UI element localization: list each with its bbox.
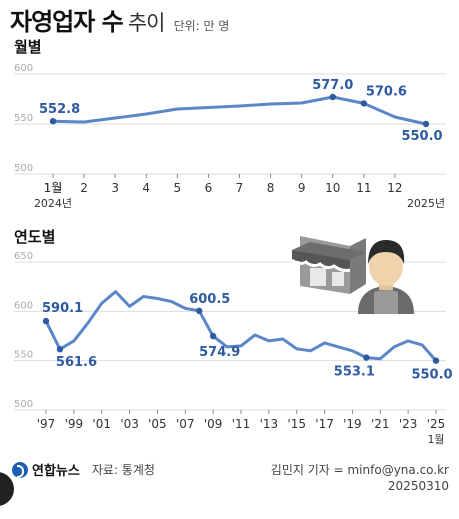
- yonhap-logo-icon: [12, 461, 28, 478]
- x-sub-label: 1월: [427, 433, 444, 446]
- x-tick-label: '21: [371, 417, 390, 431]
- y-tick-label: 600: [14, 300, 33, 311]
- data-point: [56, 346, 64, 353]
- series-line: [44, 290, 438, 363]
- x-tick-label: '09: [204, 417, 223, 431]
- data-point: [363, 354, 370, 361]
- data-label: 600.5: [189, 292, 230, 307]
- data-label: 552.8: [39, 102, 80, 117]
- x-tick-label: '99: [65, 417, 84, 431]
- data-point: [42, 317, 50, 325]
- nav-button[interactable]: [0, 472, 14, 506]
- data-point: [422, 120, 430, 128]
- data-point: [329, 93, 336, 101]
- x-tick-label: '13: [260, 417, 279, 431]
- data-label: 550.0: [411, 368, 452, 383]
- data-point: [209, 332, 217, 340]
- data-point: [196, 307, 203, 315]
- publisher-logo: 연합뉴스 자료: 통계청: [12, 460, 155, 479]
- data-label: 574.9: [199, 345, 240, 360]
- x-tick-label: '19: [343, 417, 362, 431]
- y-tick-label: 600: [14, 63, 33, 74]
- yearly-section-label: 연도별: [14, 228, 56, 246]
- x-tick-label: 11: [356, 181, 371, 195]
- x-tick-label: 7: [236, 181, 244, 195]
- shop-owner-illustration: [291, 236, 414, 314]
- y-tick-label: 550: [14, 113, 33, 124]
- x-tick-label: 8: [267, 181, 275, 195]
- data-label: 570.6: [366, 84, 407, 99]
- shopkeeper-icon: [358, 240, 414, 314]
- y-tick-label: 500: [14, 399, 33, 410]
- x-tick-label: '03: [120, 417, 139, 431]
- chart-title: 자영업자 수 추이 단위: 만 명: [10, 2, 229, 36]
- x-tick-label: 6: [205, 181, 213, 195]
- x-tick-label: '25: [427, 417, 446, 431]
- yearly-line-chart: 650 600 550 500 '97 '99 '01 '03 '05 '07 '09 '11 '13 '…: [14, 251, 453, 446]
- y-tick-label: 500: [14, 163, 33, 174]
- data-point: [49, 118, 57, 125]
- source-text: 자료: 통계청: [91, 463, 155, 477]
- x-tick-label: 5: [174, 181, 182, 195]
- x-tick-label: '05: [148, 417, 167, 431]
- data-label: 577.0: [312, 78, 353, 93]
- x-sub-label: 2024년: [34, 197, 72, 210]
- store-icon: [291, 236, 366, 294]
- series-line: [51, 95, 428, 126]
- x-tick-label: '07: [176, 417, 195, 431]
- data-label: 553.1: [334, 365, 375, 380]
- data-point: [432, 357, 440, 364]
- data-point: [360, 100, 368, 107]
- monthly-section-label: 월별: [14, 38, 42, 56]
- y-tick-label: 550: [14, 350, 33, 361]
- x-sub-label: 2025년: [407, 197, 445, 210]
- data-label: 561.6: [56, 355, 97, 370]
- date-text: 20250310: [387, 479, 449, 493]
- x-tick-label: 4: [142, 181, 150, 195]
- x-tick-label: '17: [315, 417, 334, 431]
- unit-label: 단위: 만 명: [173, 19, 230, 33]
- publisher-name: 연합뉴스: [32, 464, 80, 479]
- x-tick-label: 1월: [44, 181, 63, 195]
- title-sub: 추이: [127, 11, 166, 35]
- x-tick-label: 3: [111, 181, 119, 195]
- data-label: 590.1: [42, 301, 83, 316]
- data-label: 550.0: [401, 129, 442, 144]
- x-tick-label: '11: [232, 417, 251, 431]
- x-tick-label: 1월: [44, 181, 63, 195]
- x-tick-label: '01: [92, 417, 111, 431]
- x-tick-label: '15: [287, 417, 306, 431]
- x-tick-label: 12: [387, 181, 402, 195]
- x-tick-label: '23: [399, 417, 418, 431]
- x-tick-label: '97: [37, 417, 56, 431]
- x-tick-label: 10: [325, 181, 340, 195]
- credit-text: 김민지 기자 = minfo@yna.co.kr: [270, 463, 449, 477]
- credit-block: 김민지 기자 = minfo@yna.co.kr 20250310: [271, 462, 449, 494]
- y-tick-label: 650: [14, 251, 33, 262]
- title-main: 자영업자 수: [10, 8, 124, 36]
- x-tick-label: 9: [298, 181, 306, 195]
- x-tick-label: 2: [80, 181, 88, 195]
